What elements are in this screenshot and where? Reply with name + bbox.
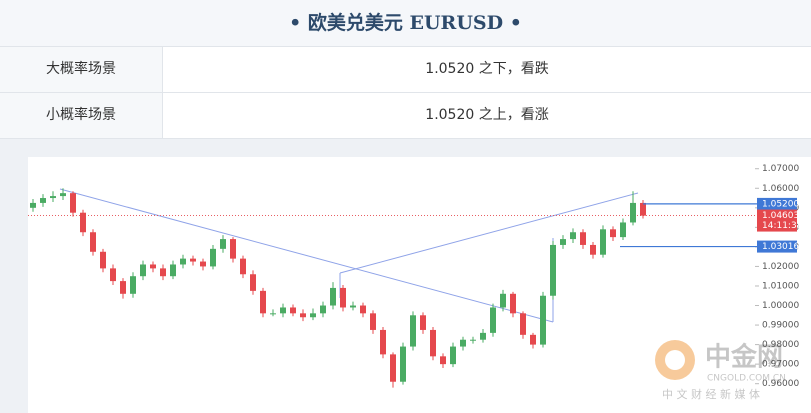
candle-body — [270, 313, 276, 315]
candle-body — [440, 356, 446, 365]
candle-body — [510, 293, 516, 314]
table-row: 小概率场景 1.0520 之上，看涨 — [0, 93, 811, 139]
candle-body — [490, 307, 496, 333]
title: • 欧美兑美元 EURUSD • — [0, 0, 811, 47]
candle-body — [590, 244, 596, 255]
y-tick-label: 0.96000 — [762, 379, 799, 389]
candle-body — [110, 268, 116, 282]
candle-body — [380, 329, 386, 355]
y-tick-label: 1.00000 — [762, 301, 799, 311]
candle-body — [530, 334, 536, 345]
candle-body — [470, 339, 476, 341]
candle-body — [520, 313, 526, 335]
candle-body — [610, 229, 616, 238]
candle-body — [360, 305, 366, 314]
y-tick-label: 1.01000 — [762, 281, 799, 291]
candle-body — [50, 196, 56, 199]
level-label: 1.03016 — [762, 242, 799, 252]
y-tick-label: 0.99000 — [762, 321, 799, 331]
logo — [665, 350, 685, 370]
candle-body — [600, 229, 606, 255]
candle-body — [550, 244, 556, 296]
candle-body — [40, 198, 46, 203]
watermark: 中金网 CNGOLD.COM.CN 中 文 财 经 新 媒 体 — [655, 340, 786, 401]
candle-body — [80, 212, 86, 233]
candle-body — [410, 315, 416, 347]
last-price-label: 1.04603 — [762, 211, 799, 221]
candle-body — [220, 239, 226, 249]
candle-body — [190, 258, 196, 262]
chart-panel — [28, 157, 811, 413]
y-tick-label: 0.97000 — [762, 360, 799, 370]
candle-body — [540, 295, 546, 345]
level-label-box — [757, 197, 797, 210]
candle-body — [30, 202, 36, 208]
candle-body — [200, 261, 206, 267]
trend-line — [339, 192, 639, 274]
y-tick-label: 1.02000 — [762, 262, 799, 272]
cell: 小概率场景 — [0, 93, 163, 138]
candle-body — [310, 313, 316, 318]
level-label: 1.05200 — [762, 199, 799, 209]
candle-body — [420, 315, 426, 330]
candle-body — [580, 232, 586, 245]
candle-body — [500, 293, 506, 308]
level-label-box — [757, 240, 797, 253]
cell: 1.0520 之下，看跌 — [425, 61, 549, 77]
candle-body — [640, 202, 646, 216]
candle-body — [100, 251, 106, 269]
candle-body — [170, 264, 176, 277]
watermark-site: CNGOLD.COM.CN — [707, 374, 786, 384]
candle-body — [480, 332, 486, 340]
candle-body — [250, 274, 256, 291]
candle-body — [340, 287, 346, 308]
y-tick-label: 0.98000 — [762, 340, 799, 350]
candle-body — [280, 307, 286, 314]
candle-body — [560, 239, 566, 245]
candle-body — [320, 305, 326, 314]
watermark-name: 中金网 — [705, 342, 783, 373]
candle-body — [330, 287, 336, 306]
candle-body — [150, 264, 156, 269]
candle-body — [180, 258, 186, 265]
candle-body — [620, 222, 626, 238]
candle-body — [350, 305, 356, 308]
trend-line — [59, 188, 554, 323]
candle-body — [630, 202, 636, 223]
candle-body — [300, 313, 306, 318]
candle-body — [370, 313, 376, 330]
chart: 中金网 CNGOLD.COM.CN 中 文 财 经 新 媒 体 1.07000 1… — [28, 157, 811, 413]
candle-body — [240, 258, 246, 275]
last-price-time: 14:11:38 — [762, 221, 803, 231]
y-tick-label: 1.06000 — [762, 184, 799, 194]
candle-body — [230, 239, 236, 259]
candle-body — [390, 354, 396, 382]
candle-body — [130, 276, 136, 294]
last-price-box — [757, 209, 797, 232]
candle-body — [450, 346, 456, 365]
candle-body — [260, 290, 266, 314]
candle-body — [290, 307, 296, 314]
candle-body — [140, 264, 146, 277]
candle-body — [60, 193, 66, 197]
candle-body — [90, 232, 96, 252]
table-row: 大概率场景 1.0520 之下，看跌 — [0, 47, 811, 93]
candle-body — [70, 193, 76, 213]
cell: 1.0520 之上，看涨 — [425, 107, 549, 123]
plot — [28, 188, 757, 388]
candle-body — [430, 329, 436, 357]
candle-body — [460, 339, 466, 347]
candle-body — [160, 268, 166, 277]
y-tick-label: 1.07000 — [762, 164, 799, 174]
candle-body — [120, 281, 126, 294]
watermark-slogan: 中 文 财 经 新 媒 体 — [662, 387, 760, 401]
candle-body — [400, 346, 406, 382]
candle-body — [210, 248, 216, 267]
cell: 大概率场景 — [0, 47, 163, 92]
candle-body — [570, 232, 576, 240]
